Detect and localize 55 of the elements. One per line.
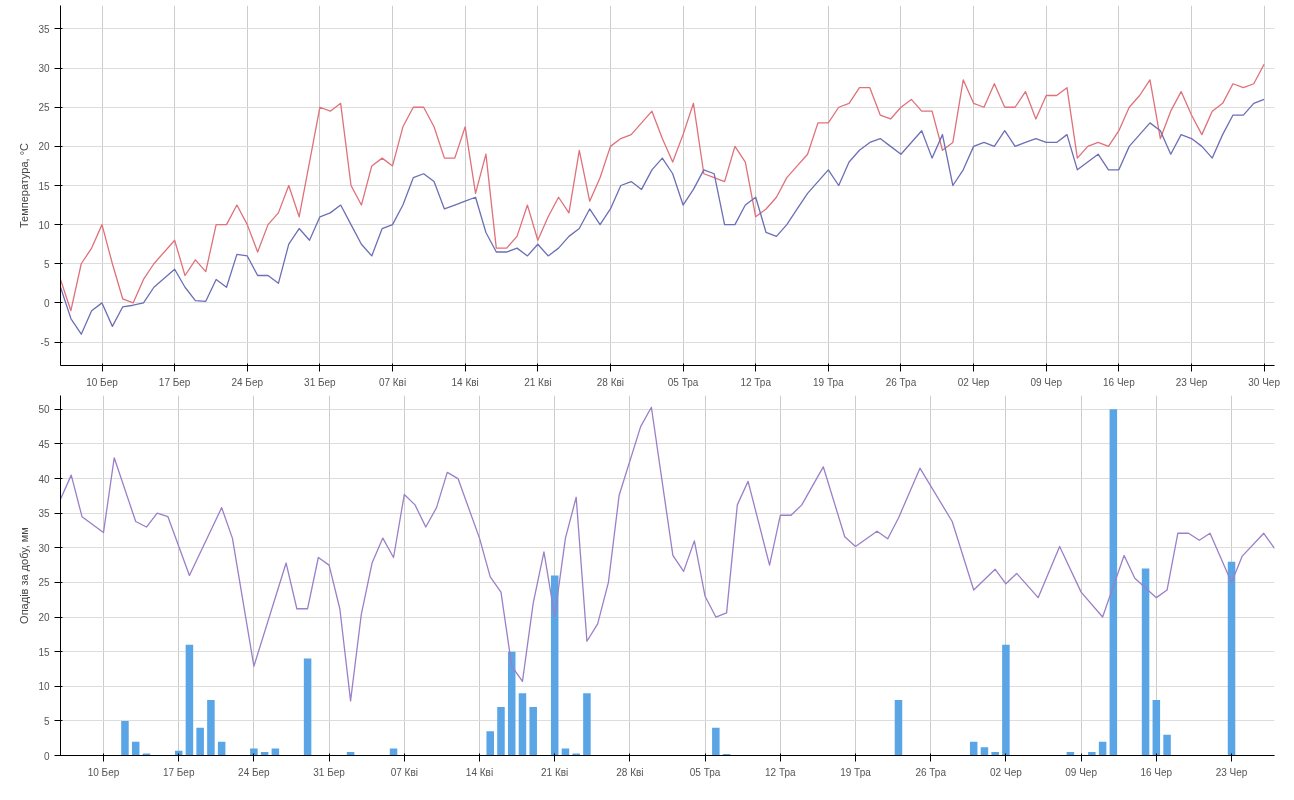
x-tick-label: 26 Тра [915,766,947,778]
x-tick-label: 17 Бер [158,376,191,388]
y-tick-label: 0 [43,750,50,762]
y-tick-label: -5 [40,337,50,349]
y-axis-title: Опадів за добу, мм [18,527,31,624]
y-tick-label: 5 [43,258,50,270]
x-tick-label: 28 Кві [616,766,644,778]
x-tick-label: 19 Тра [813,376,845,388]
y-tick-label: 10 [38,219,50,231]
x-tick-label: 07 Кві [390,766,418,778]
x-tick-label: 21 Кві [524,376,552,388]
x-tick-label: 30 Чер [1248,376,1281,388]
x-tick-label: 23 Чер [1175,376,1208,388]
y-tick-label: 30 [38,63,50,75]
x-tick-label: 10 Бер [87,766,120,778]
x-tick-label: 09 Чер [1030,376,1063,388]
x-tick-label: 16 Чер [1140,766,1173,778]
x-tick-label: 14 Кві [465,766,494,778]
x-tick-label: 23 Чер [1215,766,1248,778]
y-tick-label: 15 [38,646,50,658]
y-tick-label: 50 [38,404,50,416]
y-tick-label: 45 [38,438,50,450]
y-tick-label: 5 [43,715,50,727]
x-tick-label: 12 Тра [765,766,797,778]
x-tick-label: 17 Бер [162,766,195,778]
x-tick-label: 19 Тра [840,766,872,778]
x-tick-label: 05 Тра [689,766,721,778]
y-tick-label: 20 [38,612,50,624]
x-tick-label: 24 Бер [238,766,271,778]
y-axis-title: Температура, °C [18,142,31,229]
x-tick-label: 31 Бер [304,376,337,388]
x-tick-label: 05 Тра [667,376,699,388]
x-tick-label: 21 Кві [541,766,569,778]
x-tick-label: 31 Бер [313,766,346,778]
y-tick-label: 15 [38,180,50,192]
y-tick-label: 25 [38,102,50,114]
y-tick-label: 40 [38,473,50,485]
x-tick-label: 26 Тра [885,376,917,388]
y-tick-label: 0 [43,297,50,309]
x-tick-label: 14 Кві [451,376,479,388]
x-tick-label: 09 Чер [1065,766,1098,778]
y-tick-label: 35 [38,23,50,35]
y-tick-label: 35 [38,508,50,520]
y-tick-label: 20 [38,141,50,153]
y-tick-label: 25 [38,577,50,589]
x-tick-label: 24 Бер [231,376,264,388]
x-tick-label: 07 Кві [378,376,407,388]
x-tick-label: 10 Бер [86,376,119,388]
x-tick-label: 16 Чер [1103,376,1136,388]
x-tick-label: 02 Чер [957,376,990,388]
y-tick-label: 10 [38,681,50,693]
x-tick-label: 28 Кві [596,376,625,388]
x-tick-label: 12 Тра [740,376,772,388]
y-tick-label: 30 [38,542,50,554]
x-tick-label: 02 Чер [990,766,1023,778]
